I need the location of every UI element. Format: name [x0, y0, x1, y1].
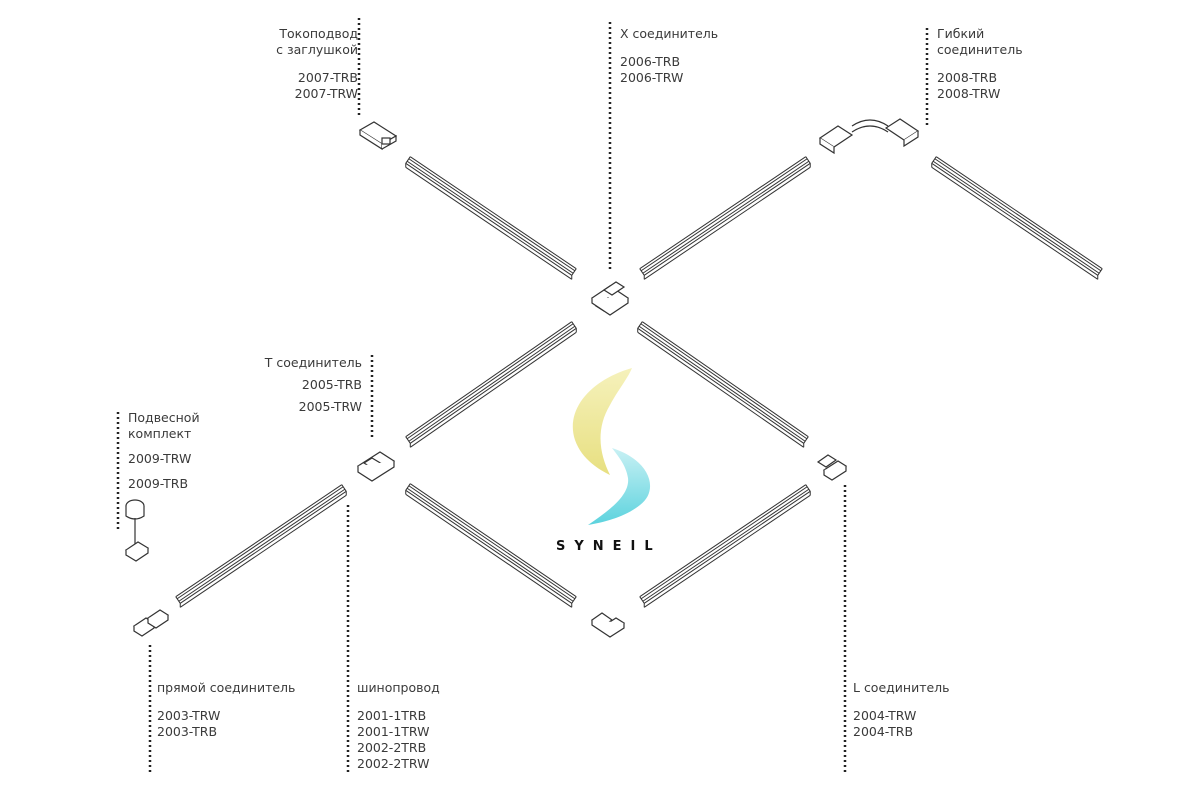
label-suspension-kit: Подвесной комплект 2009-TRW 2009-TRB — [128, 410, 200, 492]
flex-code-2: 2008-TRW — [937, 86, 1001, 101]
track-code-3: 2002-2TRB — [357, 740, 427, 755]
flex-code-1: 2008-TRB — [937, 70, 998, 85]
x-code-2: 2006-TRW — [620, 70, 684, 85]
label-straight-connector: прямой соединитель 2003-TRW 2003-TRB — [157, 680, 295, 740]
l-connector-icon — [816, 454, 848, 481]
l-connector-bottom-icon — [590, 612, 626, 638]
x-connector-icon — [590, 281, 630, 316]
track-rail — [639, 156, 811, 280]
suspension-code-2: 2009-TRB — [128, 476, 189, 491]
flex-title-1: Гибкий — [937, 26, 985, 41]
flex-title-2: соединитель — [937, 42, 1023, 57]
straight-connector-icon — [132, 609, 170, 637]
track-rail — [175, 484, 347, 608]
feed-title-2: с заглушкой — [276, 42, 358, 57]
track-title: шинопровод — [357, 680, 440, 695]
feed-connector-icon — [358, 121, 398, 151]
label-flexible-connector: Гибкий соединитель 2008-TRB 2008-TRW — [937, 26, 1023, 102]
label-x-connector: X соединитель 2006-TRB 2006-TRW — [620, 26, 718, 86]
syneil-logo-mark — [572, 368, 651, 525]
track-code-4: 2002-2TRW — [357, 756, 430, 771]
label-track: шинопровод 2001-1TRB 2001-1TRW 2002-2TRB… — [357, 680, 440, 772]
track-rail — [405, 483, 577, 608]
track-rail — [639, 484, 811, 608]
feed-title-1: Токоподвод — [279, 26, 358, 41]
l-code-1: 2004-TRW — [853, 708, 917, 723]
suspension-kit-icon — [124, 499, 150, 562]
label-t-connector: T соединитель 2005-TRB 2005-TRW — [265, 352, 362, 418]
flexible-connector-icon — [818, 118, 920, 155]
feed-code-2: 2007-TRW — [294, 86, 358, 101]
t-code-2: 2005-TRW — [298, 399, 362, 414]
l-code-2: 2004-TRB — [853, 724, 914, 739]
track-rail — [405, 321, 577, 448]
suspension-title-1: Подвесной — [128, 410, 200, 425]
straight-code-2: 2003-TRB — [157, 724, 218, 739]
straight-code-1: 2003-TRW — [157, 708, 221, 723]
track-rail — [931, 156, 1103, 280]
suspension-title-2: комплект — [128, 426, 192, 441]
feed-code-1: 2007-TRB — [297, 70, 358, 85]
x-title: X соединитель — [620, 26, 719, 41]
l-title: L соединитель — [853, 680, 950, 695]
track-rail — [637, 321, 809, 448]
track-code-2: 2001-1TRW — [357, 724, 430, 739]
suspension-code-1: 2009-TRW — [128, 451, 192, 466]
x-code-1: 2006-TRB — [620, 54, 681, 69]
label-feed-connector: Токоподвод с заглушкой 2007-TRB 2007-TRW — [276, 26, 358, 102]
t-code-1: 2005-TRB — [301, 377, 362, 392]
t-title: T соединитель — [264, 355, 362, 370]
track-code-1: 2001-1TRB — [357, 708, 427, 723]
syneil-logo-text: SYNEIL — [556, 539, 662, 554]
label-l-connector: L соединитель 2004-TRW 2004-TRB — [853, 680, 950, 740]
straight-title: прямой соединитель — [157, 680, 296, 695]
track-rail — [405, 156, 577, 280]
t-connector-icon — [356, 451, 396, 482]
